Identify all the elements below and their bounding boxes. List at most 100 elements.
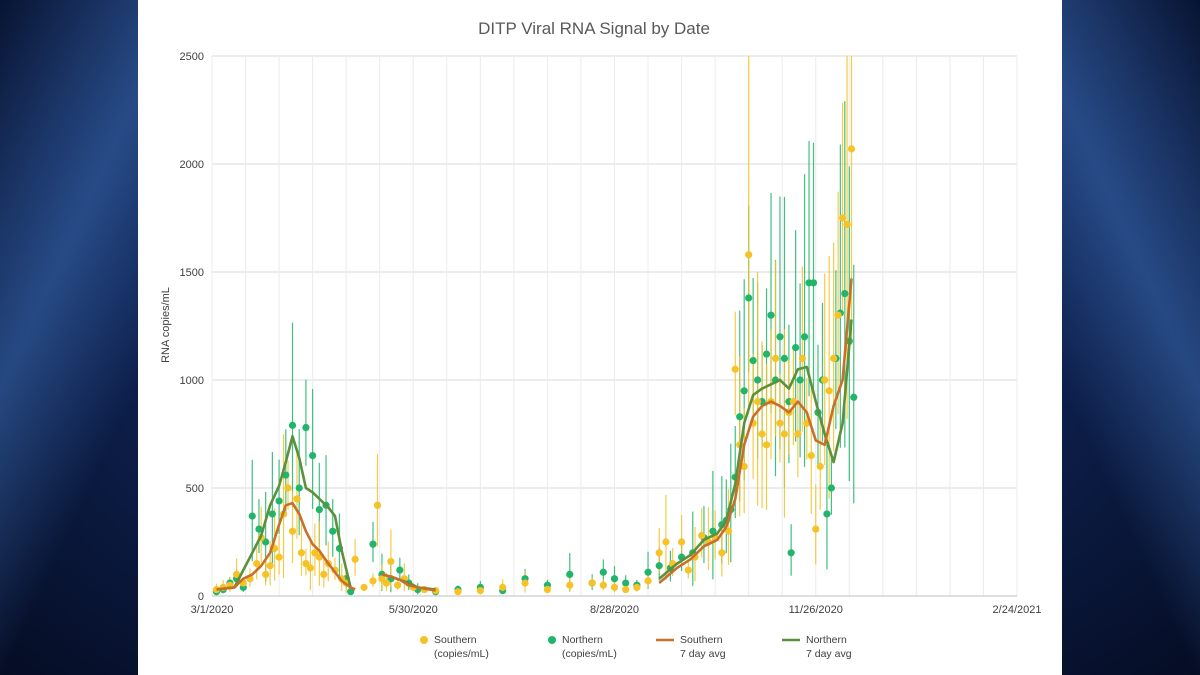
southern-point [387,557,395,566]
southern-point [622,585,630,594]
southern-point [745,251,753,259]
grid-layer [211,55,1018,597]
northern-point [823,510,831,518]
legend-label: 7 day avg [680,648,726,660]
legend-swatch-northern [548,636,556,644]
southern-point [758,430,766,438]
x-tick-label: 8/28/2020 [590,604,639,616]
southern-point [284,484,292,492]
northern-point [295,484,303,492]
southern-point [830,354,838,362]
northern-point [268,510,276,518]
southern-point [302,560,310,568]
northern-point [309,452,317,460]
southern-point [825,387,833,395]
southern-point [360,583,368,591]
background-light-streak-left [0,0,140,675]
northern-point [248,512,256,520]
southern-point [847,145,856,153]
northern-point [262,538,270,546]
legend-label: Northern [806,634,847,646]
southern-point [677,538,686,546]
southern-point [740,462,748,470]
southern-point [843,220,851,229]
southern-point [521,579,529,587]
legend-item-southern: Southern (copies/mL) [420,634,489,660]
southern-point [212,585,221,594]
southern-point [838,214,847,222]
southern-point [754,398,762,406]
x-tick-label: 3/1/2020 [191,604,234,616]
southern-point [794,430,802,438]
northern-point [315,506,323,514]
southern-point [599,581,607,589]
southern-point [288,527,297,535]
x-tick-labels: 3/1/2020 5/30/2020 8/28/2020 11/26/2020 … [191,604,1042,616]
southern-point [698,531,706,540]
southern-point [776,419,784,427]
southern-point [731,365,739,373]
northern-point [396,566,404,574]
legend-label: 7 day avg [806,648,852,660]
chart-legend: Southern (copies/mL) Northern (copies/mL… [420,634,852,660]
northern-point [644,568,652,576]
x-tick-label: 5/30/2020 [389,604,438,616]
southern-point [644,577,652,585]
northern-point [329,527,337,535]
northern-point [827,484,836,492]
northern-point [655,562,663,570]
southern-point [253,560,261,568]
northern-point [347,588,355,596]
northern-point [736,413,744,421]
southern-point [232,570,241,579]
southern-point [351,555,359,563]
southern-point [499,583,507,591]
x-tick-label: 2/24/2021 [993,604,1042,616]
northern-point [302,423,310,432]
southern-point [262,570,270,579]
northern-point [566,570,574,579]
northern-point [599,568,607,576]
northern-avg-line [658,319,853,580]
northern-point [800,333,809,341]
northern-point [610,575,619,583]
y-tick-label: 1500 [180,267,204,279]
southern-avg-line [658,278,853,584]
southern-point [724,527,733,535]
legend-label: (copies/mL) [562,648,617,660]
southern-point [816,462,824,470]
southern-point [543,585,552,594]
y-tick-label: 2500 [180,51,204,63]
northern-point [255,525,263,533]
southern-point [306,564,314,572]
southern-point [798,354,806,362]
legend-item-northern: Northern (copies/mL) [548,634,617,660]
northern-point [776,333,784,341]
y-tick-label: 500 [186,483,204,495]
southern-point [807,452,815,460]
legend-label: Northern [562,634,603,646]
northern-point [740,387,748,395]
northern-point [841,290,849,298]
southern-point [812,525,820,533]
northern-point [780,354,789,362]
southern-point [633,583,641,591]
chart-svg: DITP Viral RNA Signal by Date 0 500 1000… [160,19,1042,660]
southern-avg-line [216,501,356,591]
error-bars [215,56,855,595]
southern-point [297,549,306,557]
legend-label: (copies/mL) [434,648,489,660]
chart-title: DITP Viral RNA Signal by Date [478,19,710,38]
y-tick-labels: 0 500 1000 1500 2000 2500 [180,51,204,603]
southern-point [293,495,301,503]
southern-point [393,581,402,589]
chart-panel: DITP Viral RNA Signal by Date 0 500 1000… [138,0,1062,675]
northern-avg-line [216,434,356,591]
data-points [212,145,858,596]
southern-point [662,538,670,546]
southern-point [378,575,386,583]
southern-point [373,501,382,509]
southern-point [454,588,462,596]
northern-point [762,350,771,358]
legend-item-southern-avg: Southern 7 day avg [656,634,726,660]
